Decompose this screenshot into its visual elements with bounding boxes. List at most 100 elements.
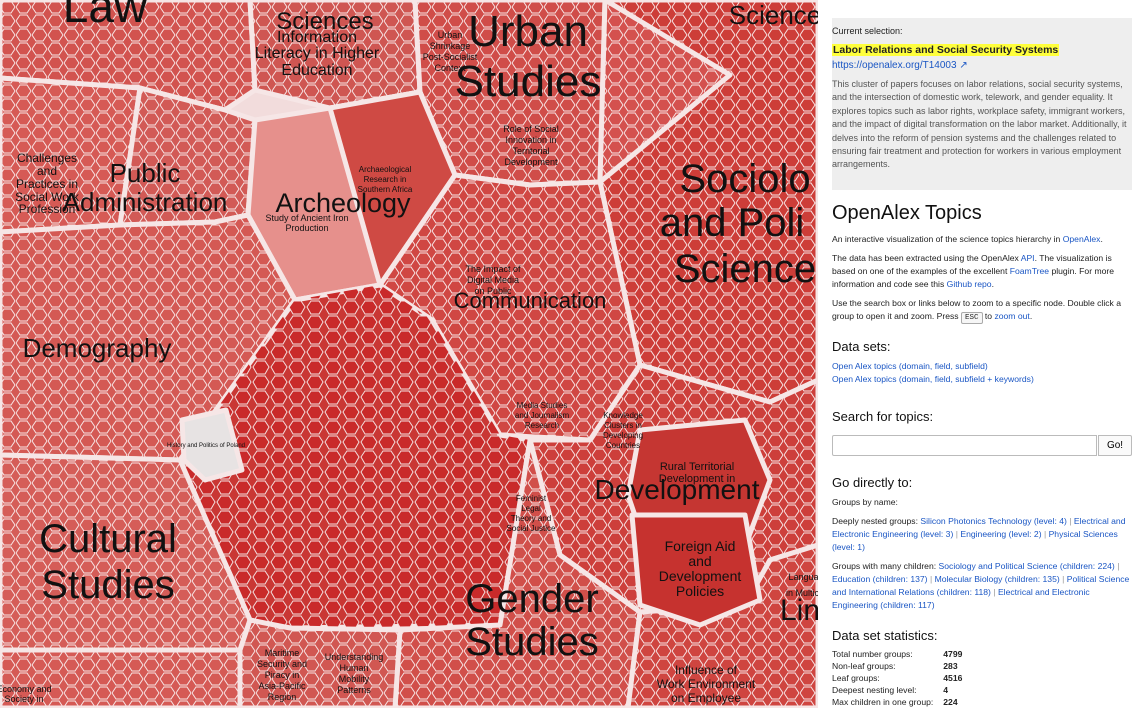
- topic-label: Studies: [41, 563, 174, 607]
- topic-label: on Public: [474, 286, 512, 296]
- topic-label: Post-Socialist: [423, 52, 478, 62]
- group-link[interactable]: Engineering (level: 2): [960, 529, 1042, 539]
- group-link[interactable]: Electrical and Electronic Engineering (c…: [832, 587, 1090, 610]
- group-urban-studies-subgroups[interactable]: [415, 0, 605, 185]
- selection-title: Labor Relations and Social Security Syst…: [832, 44, 1060, 56]
- group-sciences-subgroups[interactable]: [250, 0, 420, 108]
- selection-link-text[interactable]: https://openalex.org/T14003: [832, 60, 957, 71]
- group-link[interactable]: Sociology and Political Science (childre…: [938, 561, 1115, 571]
- group-link[interactable]: Silicon Photonics Technology (level: 4): [920, 516, 1067, 526]
- topic-map-svg[interactable]: Law Sciences UrbanStudiesScienceInformatio…: [0, 0, 818, 708]
- stats-label: Non-leaf groups:: [832, 661, 896, 671]
- group-link[interactable]: Physical Sciences (level: 1): [832, 529, 1118, 552]
- go-button[interactable]: Go!: [1098, 435, 1132, 456]
- topic-label: Policies: [676, 583, 724, 599]
- group-cultural-studies-subgroups[interactable]: [0, 455, 250, 650]
- topic-label: Studies: [455, 57, 602, 106]
- topic-label: Information: [277, 29, 357, 46]
- usage-text-1: Use the search box or links below to zoo…: [832, 298, 1121, 321]
- topic-label: Society in: [4, 694, 43, 704]
- stats-heading: Data set statistics:: [832, 628, 938, 643]
- dataset-link[interactable]: Open Alex topics (domain, field, subfiel…: [832, 374, 1034, 384]
- group-sociology-political-subgroups[interactable]: [600, 0, 818, 402]
- api-link[interactable]: API: [1020, 253, 1035, 263]
- topic-labels: Law Sciences UrbanStudiesScienceInformatio…: [0, 0, 818, 705]
- topic-label: Clusters in: [604, 421, 642, 430]
- group-work-environment-subgroups[interactable]: [628, 545, 818, 708]
- stats-label: Deepest nesting level:: [832, 685, 917, 695]
- topic-label: Development: [659, 568, 742, 584]
- goto-subheading: Groups by name:: [832, 497, 898, 507]
- topic-label: Study of Ancient Iron: [265, 213, 348, 223]
- topic-label: Sciences: [276, 8, 373, 35]
- topic-label: Security and: [257, 659, 307, 669]
- topic-label: Urban: [438, 30, 463, 40]
- group-link[interactable]: Political Science and International Rela…: [832, 574, 1130, 597]
- topic-label: Developing: [603, 431, 643, 440]
- topic-label: Research in: [364, 175, 407, 184]
- group-maritime-security-subgroups[interactable]: [240, 620, 400, 708]
- data-text-4: .: [991, 279, 994, 289]
- group-economy-society-subgroups[interactable]: [0, 650, 240, 708]
- topic-label: Social Work: [15, 190, 80, 204]
- topic-groups[interactable]: [0, 0, 818, 708]
- data-paragraph: The data has been extracted using the Op…: [832, 252, 1132, 291]
- selection-link[interactable]: https://openalex.org/T14003 ↗: [832, 60, 968, 71]
- group-poland-history-subgroups[interactable]: [180, 285, 530, 628]
- topic-label: Patterns: [337, 685, 371, 695]
- zoom-out-link[interactable]: zoom out: [994, 311, 1030, 321]
- usage-paragraph: Use the search box or links below to zoo…: [832, 297, 1132, 324]
- stats-table: Total number groups: 4799 Non-leaf groups…: [832, 648, 962, 708]
- stats-value: 283: [943, 661, 958, 671]
- stats-row: Max children in one group: 224: [832, 696, 962, 708]
- stats-row: Non-leaf groups: 283: [832, 660, 962, 672]
- topic-label: Theory and: [511, 514, 551, 523]
- search-input[interactable]: [832, 435, 1097, 456]
- group-link[interactable]: Electrical and Electronic Engineering (l…: [832, 516, 1126, 539]
- group-communication-subgroups[interactable]: [380, 175, 640, 440]
- topic-label: Communication: [454, 288, 607, 313]
- topic-label: Development: [504, 157, 558, 167]
- group-gender-studies-subgroups[interactable]: [395, 440, 640, 708]
- group-social-work-subgroups[interactable]: [0, 78, 140, 232]
- topic-label: in Multicul: [786, 588, 818, 598]
- topic-label: and Journalism: [515, 411, 570, 420]
- topic-label: Practices in: [16, 177, 78, 191]
- topic-label: Role of Social: [503, 124, 559, 134]
- topic-label: Legal: [521, 504, 541, 513]
- group-foreign-aid[interactable]: [629, 512, 763, 628]
- topic-label: Law: [63, 0, 148, 32]
- selection-caption: Current selection:: [832, 26, 903, 36]
- data-text-2: . The visualization is based on one of t…: [832, 253, 1112, 276]
- topic-label: Social Justice: [507, 524, 556, 533]
- group-link[interactable]: Molecular Biology (children: 135): [934, 574, 1060, 584]
- topic-label: Media Studies: [517, 401, 568, 410]
- foamtree-visualization[interactable]: Law Sciences Urban Studies Science Informatio…: [0, 0, 818, 708]
- openalex-link[interactable]: OpenAlex: [1062, 234, 1101, 244]
- topic-label: Asia-Pacific: [258, 681, 306, 691]
- topic-label: Education: [281, 62, 352, 79]
- group-history-poland-cell[interactable]: [179, 407, 245, 483]
- stats-label: Leaf groups:: [832, 673, 880, 683]
- topic-label: The Impact of: [465, 264, 521, 274]
- group-link[interactable]: Education (children: 137): [832, 574, 928, 584]
- intro-paragraph: An interactive visualization of the scie…: [832, 233, 1132, 246]
- usage-text-3: .: [1029, 311, 1033, 321]
- topic-label: Archeology: [275, 188, 411, 218]
- topic-label: Knowledge: [603, 411, 643, 420]
- group-public-administration-subgroups[interactable]: [120, 88, 255, 225]
- foamtree-link[interactable]: FoamTree: [1009, 266, 1050, 276]
- stats-row: Deepest nesting level: 4: [832, 684, 962, 696]
- topic-label: Administration: [63, 187, 228, 217]
- topic-label: Piracy in: [265, 670, 300, 680]
- topic-label: Mobility: [339, 674, 370, 684]
- github-repo-link[interactable]: Github repo: [946, 279, 992, 289]
- topic-label: Feminist: [516, 494, 547, 503]
- topic-label: History and Politics of Poland: [167, 443, 245, 449]
- topic-label: Context: [434, 63, 466, 73]
- dataset-link[interactable]: Open Alex topics (domain, field, subfiel…: [832, 361, 988, 371]
- current-selection-box: Current selection: Labor Relations and S…: [832, 18, 1132, 190]
- topic-label: Public: [110, 158, 181, 188]
- topic-label: Territorial: [512, 146, 549, 156]
- topic-label: Region: [268, 692, 297, 702]
